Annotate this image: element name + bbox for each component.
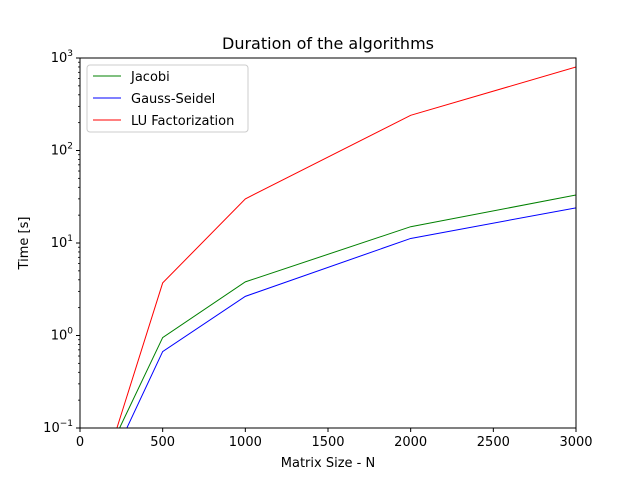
y-tick-label: 10−1 bbox=[43, 419, 73, 436]
series-line-gauss-seidel bbox=[126, 207, 576, 428]
series-line-lu-factorization bbox=[116, 66, 576, 428]
y-tick-exponent: −1 bbox=[60, 419, 73, 429]
x-tick-label: 0 bbox=[76, 435, 84, 450]
y-tick-base: 10 bbox=[51, 144, 68, 159]
x-axis-label: Matrix Size - N bbox=[281, 456, 375, 471]
y-tick-exponent: 2 bbox=[67, 142, 73, 152]
legend-entry-label: LU Factorization bbox=[131, 114, 234, 129]
series-line-jacobi bbox=[119, 194, 576, 428]
legend-entry-label: Gauss-Seidel bbox=[131, 92, 215, 107]
y-tick-base: 10 bbox=[51, 236, 68, 251]
y-tick-base: 10 bbox=[43, 421, 60, 436]
y-tick-exponent: 3 bbox=[67, 49, 73, 59]
x-tick-label: 2000 bbox=[394, 435, 427, 450]
y-tick-label: 102 bbox=[51, 142, 73, 159]
y-tick-label: 101 bbox=[51, 234, 73, 251]
x-tick-label: 1500 bbox=[311, 435, 344, 450]
y-tick-base: 10 bbox=[51, 329, 68, 344]
chart-title: Duration of the algorithms bbox=[222, 34, 434, 53]
legend-box bbox=[86, 64, 249, 133]
y-tick-base: 10 bbox=[51, 51, 68, 66]
y-tick-exponent: 0 bbox=[67, 327, 73, 337]
y-tick-exponent: 1 bbox=[67, 234, 73, 244]
series-layer bbox=[116, 66, 576, 428]
x-tick-label: 2500 bbox=[477, 435, 510, 450]
y-axis-label: Time [s] bbox=[17, 217, 32, 271]
x-tick-label: 3000 bbox=[559, 435, 592, 450]
y-tick-label: 100 bbox=[51, 327, 74, 344]
x-tick-label: 1000 bbox=[229, 435, 262, 450]
y-tick-label: 103 bbox=[51, 49, 73, 66]
x-tick-label: 500 bbox=[150, 435, 175, 450]
x-axis: 0 500 1000 1500 2000 2500 3000 bbox=[76, 428, 593, 450]
legend-entry-label: Jacobi bbox=[130, 70, 170, 85]
legend: Jacobi Gauss-Seidel LU Factorization bbox=[86, 64, 249, 133]
